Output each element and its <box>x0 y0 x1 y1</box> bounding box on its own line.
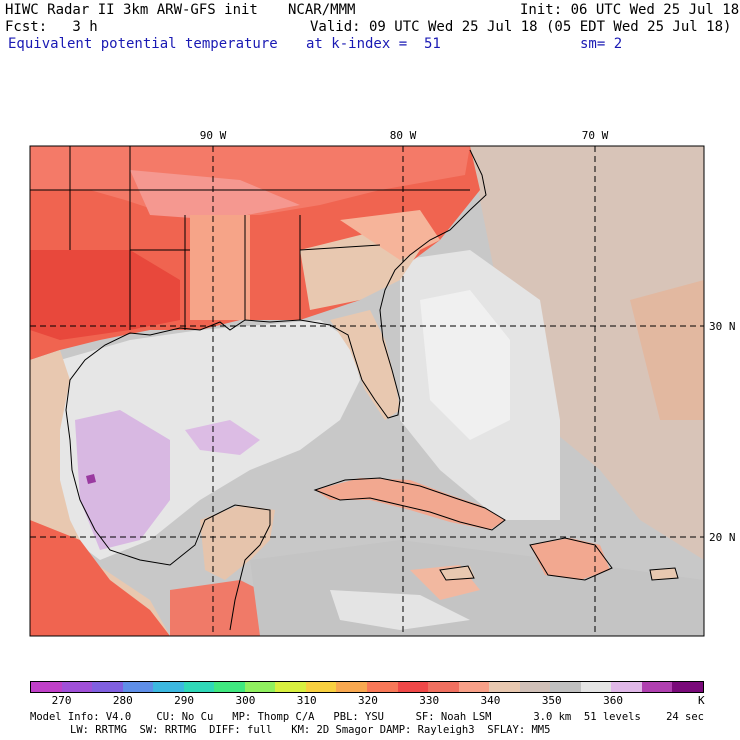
colorbar-swatch <box>214 682 245 692</box>
smoothing-label: sm= 2 <box>580 36 623 52</box>
institution-label: NCAR/MMM <box>288 2 356 18</box>
colorbar-unit: K <box>698 694 705 707</box>
colorbar-swatch <box>672 682 704 692</box>
colorbar-swatch <box>31 682 62 692</box>
footer-model-info: Model Info: V4.0 CU: No Cu MP: Thomp C/A… <box>30 711 492 723</box>
colorbar-tick-label: 290 <box>174 694 195 707</box>
colorbar <box>30 681 704 693</box>
colorbar-swatch <box>183 682 215 692</box>
colorbar-swatch <box>611 682 642 692</box>
footer-physics: LW: RRTMG SW: RRTMG DIFF: full KM: 2D Sm… <box>70 724 551 736</box>
footer-resolution: 3.0 km 51 levels 24 sec <box>533 711 704 723</box>
lat-label-30n: 30 N <box>709 320 736 333</box>
colorbar-swatch <box>244 682 276 692</box>
colorbar-swatch <box>153 682 184 692</box>
valid-time: Valid: 09 UTC Wed 25 Jul 18 (05 EDT Wed … <box>310 19 732 35</box>
atlantic-warm-patch <box>630 280 704 420</box>
colorbar-swatch <box>397 682 429 692</box>
mississippi-region <box>190 215 250 320</box>
southern-mexico-hot <box>30 520 170 636</box>
colorbar-swatch <box>367 682 398 692</box>
caribbean-light-patch <box>330 590 470 630</box>
lon-label-70w: 70 W <box>582 129 609 142</box>
colorbar-swatch <box>458 682 490 692</box>
colorbar-tick-label: 320 <box>358 694 378 707</box>
init-time: Init: 06 UTC Wed 25 Jul 18 <box>520 2 740 18</box>
forecast-hour: Fcst: 3 h <box>5 19 98 35</box>
colorbar-tick-label: 270 <box>51 694 72 707</box>
colorbar-swatch <box>519 682 551 692</box>
lat-lon-grid <box>30 146 704 636</box>
western-gulf-lilac-region <box>75 410 170 550</box>
colorbar-swatch <box>275 682 306 692</box>
yucatan-region <box>200 505 275 580</box>
model-title: HIWC Radar II 3km ARW-GFS init <box>5 2 258 18</box>
cuba-region <box>315 478 505 530</box>
coastlines <box>30 146 679 631</box>
colorbar-tick-label: 330 <box>419 694 440 707</box>
colorbar-swatch <box>550 682 581 692</box>
map-field <box>30 146 704 636</box>
puerto-rico-region <box>650 568 678 580</box>
carolina-region <box>340 210 440 260</box>
colorbar-tick-label: 300 <box>235 694 256 707</box>
colorbar-tick-label: 360 <box>603 694 623 707</box>
bahamas-lighter-region <box>420 290 510 440</box>
colorbar-swatch <box>580 682 612 692</box>
colorbar-swatch <box>92 682 123 692</box>
central-gulf-lilac-region <box>185 420 260 455</box>
northern-band <box>30 146 470 215</box>
lon-label-90w: 90 W <box>200 129 227 142</box>
colorbar-swatch <box>641 682 673 692</box>
colorbar-tick-label: 280 <box>112 694 133 707</box>
colorbar-swatch <box>61 682 93 692</box>
colorbar-tick-label: 310 <box>296 694 317 707</box>
colorbar-swatch <box>305 682 337 692</box>
lat-label-20n: 20 N <box>709 531 736 544</box>
purple-spot <box>86 474 96 484</box>
colorbar-swatch <box>122 682 154 692</box>
atlantic-tan-region <box>470 146 704 560</box>
colorbar-tick-label: 350 <box>541 694 562 707</box>
colorbar-swatch <box>489 682 520 692</box>
colorbar-swatch <box>336 682 368 692</box>
texas-hot-region <box>30 250 180 340</box>
level-label: at k-index = 51 <box>306 36 441 52</box>
colorbar-tick-label: 340 <box>480 694 501 707</box>
jamaica-region <box>440 566 475 580</box>
pink-patch <box>130 170 300 220</box>
field-name: Equivalent potential temperature <box>8 36 278 52</box>
lon-label-80w: 80 W <box>390 129 417 142</box>
map-frame <box>29 145 705 637</box>
colorbar-swatch <box>428 682 459 692</box>
hispaniola-region <box>530 538 610 580</box>
